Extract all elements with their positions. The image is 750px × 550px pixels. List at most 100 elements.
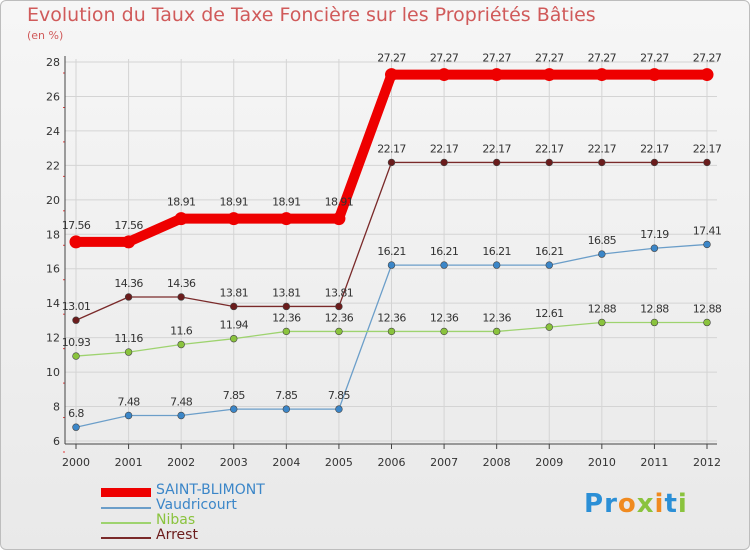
x-tick-label: 2007: [430, 456, 458, 469]
data-point: [492, 261, 501, 269]
data-point: [282, 405, 291, 413]
data-point: [227, 212, 241, 226]
data-point: [122, 235, 136, 249]
x-tick-label: 2002: [167, 456, 195, 469]
data-point: [650, 318, 659, 327]
x-tick-label: 2008: [483, 456, 511, 469]
data-label: 22.17: [377, 142, 406, 155]
data-label: 27.27: [482, 52, 511, 65]
legend-swatch: [101, 537, 151, 539]
legend-swatch: [101, 522, 151, 524]
y-tick-label: 24: [46, 125, 60, 138]
data-label: 7.48: [170, 396, 193, 409]
data-point: [492, 158, 501, 167]
x-tick-label: 2000: [62, 456, 90, 469]
logo-letter: P: [584, 489, 605, 519]
data-label: 18.91: [167, 196, 196, 209]
data-point: [177, 293, 185, 301]
data-point: [69, 235, 83, 249]
data-label: 12.88: [588, 302, 617, 315]
data-point: [440, 261, 448, 269]
data-label: 14.36: [167, 277, 196, 290]
y-tick-label: 8: [53, 401, 60, 414]
legend-label: Arrest: [156, 527, 198, 543]
data-label: 12.36: [482, 311, 511, 324]
data-label: 16.21: [535, 245, 564, 258]
data-label: 18.91: [272, 196, 301, 209]
y-tick-label: 18: [46, 228, 60, 241]
data-label: 12.36: [325, 311, 354, 324]
y-tick-label: 14: [46, 297, 60, 310]
y-tick-label: 22: [46, 159, 60, 172]
data-point: [174, 212, 188, 226]
data-label: 22.17: [693, 142, 722, 155]
data-label: 27.27: [430, 52, 459, 65]
data-point: [595, 68, 609, 82]
data-point: [124, 411, 133, 420]
data-point: [124, 293, 133, 301]
data-point: [177, 411, 185, 420]
data-label: 22.17: [482, 142, 511, 155]
data-label: 16.21: [482, 245, 511, 258]
y-tick-label: 10: [46, 366, 60, 379]
chart-subtitle: (en %): [27, 29, 64, 42]
y-tick-label: 26: [46, 90, 60, 103]
data-label: 11.94: [220, 319, 249, 332]
x-tick-label: 2011: [640, 456, 668, 469]
data-label: 27.27: [377, 52, 406, 65]
legend-swatch: [101, 507, 151, 509]
data-label: 12.88: [640, 302, 669, 315]
data-label: 12.36: [430, 311, 459, 324]
data-label: 13.81: [220, 286, 249, 299]
data-point: [598, 158, 606, 167]
data-point: [490, 68, 504, 82]
y-tick-label: 20: [46, 194, 60, 207]
data-label: 22.17: [535, 142, 564, 155]
data-point: [282, 327, 291, 336]
data-point: [545, 261, 553, 269]
data-label: 17.56: [114, 219, 143, 232]
data-point: [72, 316, 80, 324]
data-label: 27.27: [693, 52, 722, 65]
data-point: [647, 68, 661, 82]
data-point: [703, 240, 711, 249]
logo-letter: t: [664, 489, 678, 519]
y-tick-label: 12: [46, 332, 60, 345]
data-point: [387, 158, 396, 167]
data-label: 17.19: [640, 228, 669, 241]
logo-letter: r: [604, 489, 618, 519]
data-point: [335, 302, 343, 311]
data-label: 22.17: [430, 142, 459, 155]
data-point: [542, 68, 556, 82]
data-point: [598, 250, 606, 258]
data-label: 16.85: [588, 234, 617, 247]
x-tick-label: 2012: [693, 456, 721, 469]
data-point: [72, 352, 80, 360]
x-tick-label: 2004: [272, 456, 300, 469]
x-tick-label: 2009: [535, 456, 563, 469]
data-point: [545, 158, 553, 167]
data-point: [72, 423, 80, 431]
legend-swatch: [101, 488, 151, 497]
data-point: [545, 323, 553, 331]
logo-letter: i: [654, 489, 665, 519]
data-label: 7.48: [118, 396, 141, 409]
data-point: [440, 327, 448, 336]
data-point: [230, 302, 238, 311]
data-label: 18.91: [220, 196, 249, 209]
data-label: 22.17: [640, 142, 669, 155]
data-label: 17.56: [62, 219, 91, 232]
data-label: 7.85: [328, 389, 351, 402]
data-label: 12.61: [535, 307, 564, 320]
x-tick-label: 2006: [378, 456, 406, 469]
logo-letter: o: [617, 489, 637, 519]
y-tick-label: 28: [46, 56, 60, 69]
data-label: 12.88: [693, 302, 722, 315]
data-point: [650, 158, 659, 167]
data-point: [387, 327, 396, 336]
logo-letter: i: [677, 489, 688, 519]
data-point: [335, 327, 343, 336]
legend-label: SAINT-BLIMONT: [156, 482, 265, 498]
data-label: 13.81: [272, 286, 301, 299]
